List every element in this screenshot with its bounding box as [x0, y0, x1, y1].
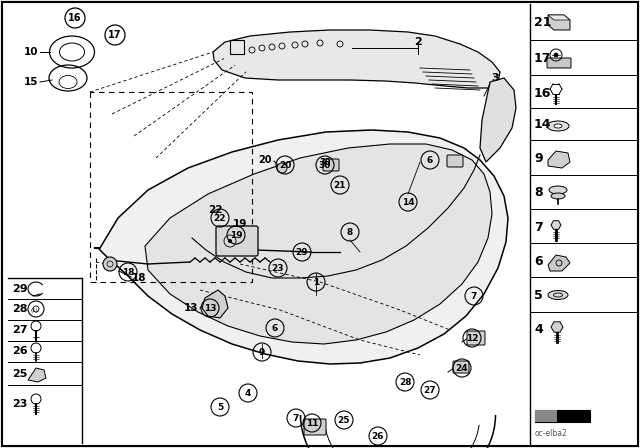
Text: 14: 14	[534, 117, 552, 130]
Ellipse shape	[547, 121, 569, 131]
Text: 23: 23	[272, 263, 284, 272]
Circle shape	[554, 53, 558, 57]
Bar	[230, 40, 244, 54]
Polygon shape	[551, 322, 563, 332]
Text: 29: 29	[296, 247, 308, 257]
Text: 13: 13	[204, 303, 216, 313]
Text: 23: 23	[12, 399, 28, 409]
Text: 18: 18	[122, 267, 134, 276]
Bar	[535, 410, 590, 422]
Text: 28: 28	[12, 304, 28, 314]
Text: 17: 17	[108, 30, 122, 40]
Text: 30: 30	[319, 158, 331, 167]
Polygon shape	[28, 368, 46, 382]
Text: 26: 26	[372, 431, 384, 440]
Text: 28: 28	[399, 378, 412, 387]
FancyBboxPatch shape	[547, 58, 571, 68]
Polygon shape	[551, 221, 561, 229]
Text: 19: 19	[233, 219, 248, 229]
Circle shape	[277, 163, 287, 173]
Text: 7: 7	[534, 220, 543, 233]
Text: 26: 26	[12, 346, 28, 356]
Polygon shape	[202, 290, 228, 318]
Polygon shape	[94, 130, 508, 364]
Text: oc-elba2: oc-elba2	[535, 428, 568, 438]
Ellipse shape	[551, 193, 565, 199]
Text: (1): (1)	[30, 307, 38, 313]
Text: 27: 27	[424, 385, 436, 395]
Text: 8: 8	[534, 185, 543, 198]
Bar	[535, 410, 557, 422]
Text: 16: 16	[534, 86, 552, 99]
Text: 15: 15	[24, 77, 38, 87]
Text: 11: 11	[306, 418, 318, 427]
Text: 22: 22	[214, 214, 227, 223]
Text: 21: 21	[534, 16, 552, 29]
Text: 19: 19	[230, 231, 243, 240]
Text: 27: 27	[12, 325, 28, 335]
Polygon shape	[548, 15, 570, 20]
Text: 1: 1	[313, 277, 319, 287]
Polygon shape	[548, 15, 570, 30]
Text: 9: 9	[534, 151, 543, 164]
Text: 6: 6	[534, 254, 543, 267]
Text: 25: 25	[12, 369, 28, 379]
Polygon shape	[145, 144, 492, 344]
Text: 14: 14	[402, 198, 414, 207]
Text: 21: 21	[333, 181, 346, 190]
Text: 6: 6	[427, 155, 433, 164]
Ellipse shape	[549, 186, 567, 194]
Text: 12: 12	[466, 333, 478, 343]
Polygon shape	[480, 78, 516, 162]
Text: 22: 22	[208, 205, 223, 215]
FancyBboxPatch shape	[216, 226, 258, 256]
Text: 18: 18	[132, 273, 147, 283]
Text: 9: 9	[259, 348, 265, 357]
Text: 3: 3	[491, 73, 499, 83]
Text: 8: 8	[347, 228, 353, 237]
FancyBboxPatch shape	[453, 361, 469, 373]
Polygon shape	[213, 30, 500, 88]
Text: 2: 2	[414, 37, 422, 47]
Text: 20: 20	[259, 155, 272, 165]
Circle shape	[228, 239, 232, 243]
FancyBboxPatch shape	[447, 155, 463, 167]
Text: 25: 25	[338, 415, 350, 425]
FancyBboxPatch shape	[304, 419, 326, 435]
Text: 4: 4	[534, 323, 543, 336]
FancyBboxPatch shape	[467, 331, 485, 345]
Text: 24: 24	[456, 363, 468, 372]
Text: 6: 6	[272, 323, 278, 332]
Text: 4: 4	[245, 388, 251, 397]
Polygon shape	[548, 151, 570, 168]
Polygon shape	[548, 255, 570, 271]
Text: 17: 17	[534, 52, 552, 65]
Text: 5: 5	[534, 289, 543, 302]
Circle shape	[103, 257, 117, 271]
FancyBboxPatch shape	[323, 159, 339, 171]
Text: 16: 16	[68, 13, 82, 23]
Text: 10: 10	[24, 47, 38, 57]
Text: 5: 5	[217, 402, 223, 412]
Text: 7: 7	[293, 414, 299, 422]
Text: 30: 30	[319, 160, 331, 169]
Text: 13: 13	[184, 303, 198, 313]
Ellipse shape	[548, 290, 568, 300]
Ellipse shape	[554, 124, 562, 128]
Text: 20: 20	[279, 160, 291, 169]
Text: 29: 29	[12, 284, 28, 294]
Text: 7: 7	[471, 292, 477, 301]
